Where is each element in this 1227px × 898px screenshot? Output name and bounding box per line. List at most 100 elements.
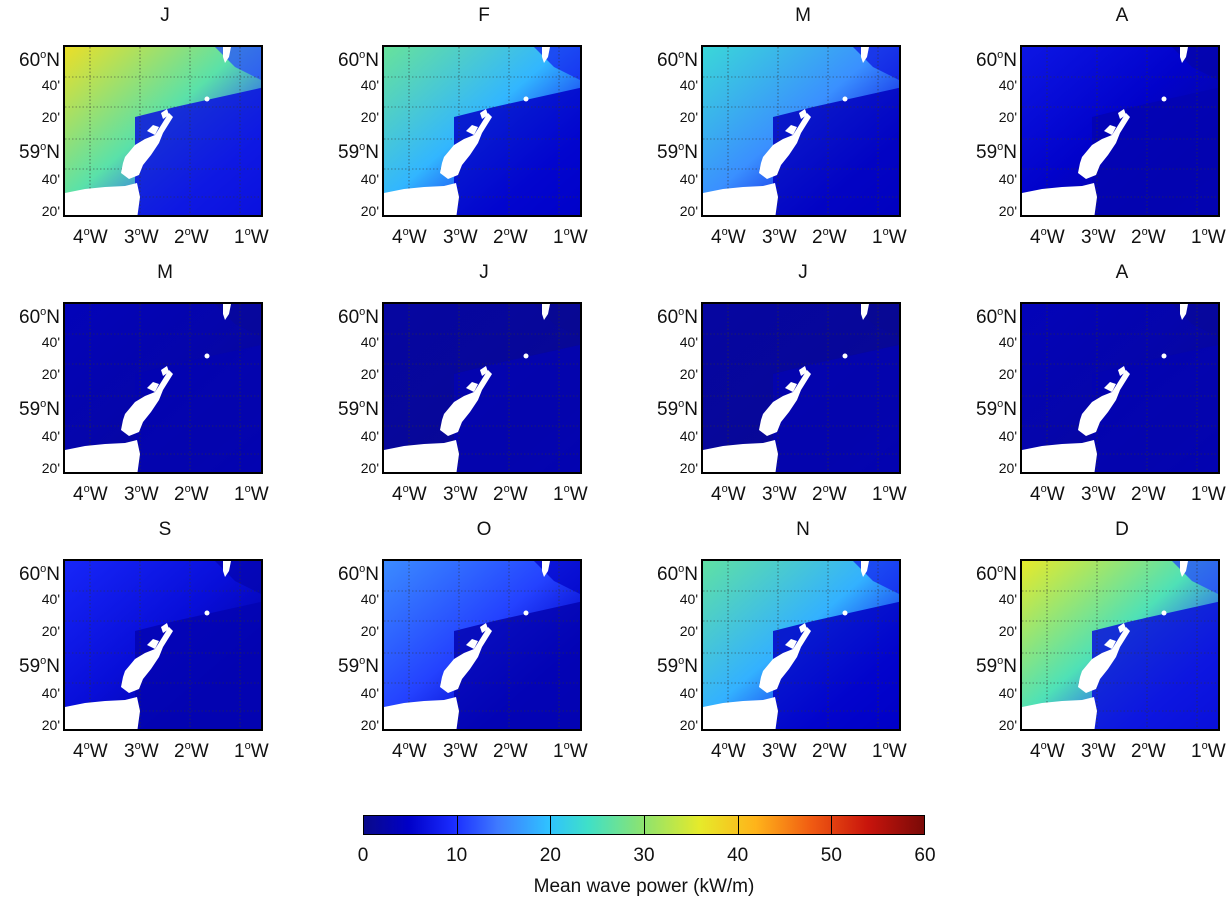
longitude-label: 2oW — [174, 483, 209, 505]
latitude-label: 40' — [360, 591, 379, 607]
latitude-label: 40' — [41, 334, 60, 350]
latitude-label: 60oN — [338, 49, 379, 71]
latitude-label: 59oN — [657, 655, 698, 677]
latitude-label: 60oN — [976, 306, 1017, 328]
latitude-label: 40' — [998, 685, 1017, 701]
longitude-label: 1oW — [234, 226, 269, 248]
latitude-label: 40' — [679, 334, 698, 350]
map-panel: J — [0, 5, 300, 255]
longitude-label: 2oW — [493, 740, 528, 762]
latitude-label: 59oN — [657, 398, 698, 420]
latitude-label: 59oN — [976, 398, 1017, 420]
latitude-label: 60oN — [976, 563, 1017, 585]
latitude-label: 20' — [360, 623, 379, 639]
wave-power-map — [63, 45, 263, 217]
longitude-label: 1oW — [1191, 483, 1226, 505]
longitude-label: 4oW — [73, 226, 108, 248]
latitude-label: 40' — [679, 685, 698, 701]
colorbar — [363, 815, 925, 835]
map-panel: A — [957, 5, 1227, 255]
latitude-label: 20' — [679, 203, 698, 219]
longitude-label: 4oW — [1030, 740, 1065, 762]
latitude-label: 59oN — [338, 141, 379, 163]
latitude-label: 59oN — [19, 141, 60, 163]
map-panel: A — [957, 262, 1227, 512]
map-panel: J — [319, 262, 619, 512]
longitude-label: 3oW — [443, 226, 478, 248]
panel-title: N — [796, 519, 810, 540]
longitude-label: 4oW — [1030, 226, 1065, 248]
colorbar-tick-label: 20 — [539, 845, 561, 866]
latitude-label: 20' — [360, 717, 379, 733]
map-panel: D — [957, 519, 1227, 769]
colorbar-title: Mean wave power (kW/m) — [533, 876, 755, 897]
latitude-label: 40' — [360, 685, 379, 701]
latitude-label: 40' — [41, 591, 60, 607]
longitude-label: 3oW — [124, 483, 159, 505]
panel-title: O — [476, 519, 492, 540]
wave-power-map — [1020, 559, 1220, 731]
longitude-label: 4oW — [73, 483, 108, 505]
longitude-label: 2oW — [1131, 483, 1166, 505]
latitude-label: 40' — [679, 428, 698, 444]
longitude-label: 2oW — [1131, 226, 1166, 248]
latitude-label: 60oN — [657, 49, 698, 71]
latitude-label: 59oN — [19, 398, 60, 420]
longitude-label: 3oW — [124, 226, 159, 248]
latitude-label: 40' — [998, 334, 1017, 350]
latitude-label: 60oN — [19, 306, 60, 328]
colorbar-tick-label: 40 — [727, 845, 749, 866]
panel-title: J — [798, 262, 808, 283]
latitude-label: 20' — [41, 109, 60, 125]
panel-title: M — [157, 262, 173, 283]
colorbar-tick — [456, 815, 458, 835]
latitude-label: 60oN — [338, 306, 379, 328]
longitude-label: 4oW — [392, 226, 427, 248]
latitude-label: 59oN — [338, 398, 379, 420]
latitude-label: 60oN — [657, 563, 698, 585]
latitude-label: 20' — [998, 109, 1017, 125]
latitude-label: 20' — [360, 366, 379, 382]
latitude-label: 59oN — [338, 655, 379, 677]
colorbar-tick — [550, 815, 552, 835]
latitude-label: 20' — [360, 109, 379, 125]
longitude-label: 3oW — [443, 483, 478, 505]
longitude-label: 4oW — [392, 483, 427, 505]
latitude-label: 59oN — [976, 655, 1017, 677]
map-panel: M — [638, 5, 938, 255]
latitude-label: 60oN — [19, 49, 60, 71]
latitude-label: 59oN — [19, 655, 60, 677]
longitude-label: 4oW — [711, 483, 746, 505]
longitude-label: 1oW — [872, 226, 907, 248]
wave-power-map — [701, 302, 901, 474]
latitude-label: 60oN — [338, 563, 379, 585]
wave-power-map — [382, 45, 582, 217]
longitude-label: 1oW — [872, 740, 907, 762]
latitude-label: 20' — [41, 203, 60, 219]
longitude-label: 1oW — [553, 740, 588, 762]
longitude-label: 3oW — [1081, 740, 1116, 762]
map-panel: S — [0, 519, 300, 769]
latitude-label: 40' — [41, 685, 60, 701]
wave-power-map — [63, 559, 263, 731]
latitude-label: 20' — [998, 717, 1017, 733]
longitude-label: 1oW — [234, 483, 269, 505]
longitude-label: 2oW — [174, 226, 209, 248]
wave-power-map — [63, 302, 263, 474]
latitude-label: 40' — [998, 171, 1017, 187]
latitude-label: 59oN — [976, 141, 1017, 163]
longitude-label: 1oW — [234, 740, 269, 762]
map-panel: F — [319, 5, 619, 255]
panel-title: D — [1115, 519, 1129, 540]
colorbar-tick-label: 10 — [446, 845, 468, 866]
latitude-label: 20' — [679, 623, 698, 639]
longitude-label: 3oW — [1081, 226, 1116, 248]
latitude-label: 20' — [41, 717, 60, 733]
panel-title: J — [160, 5, 170, 26]
latitude-label: 60oN — [976, 49, 1017, 71]
longitude-label: 3oW — [762, 740, 797, 762]
wave-power-map — [1020, 45, 1220, 217]
latitude-label: 40' — [360, 171, 379, 187]
latitude-label: 40' — [679, 171, 698, 187]
longitude-label: 2oW — [812, 740, 847, 762]
